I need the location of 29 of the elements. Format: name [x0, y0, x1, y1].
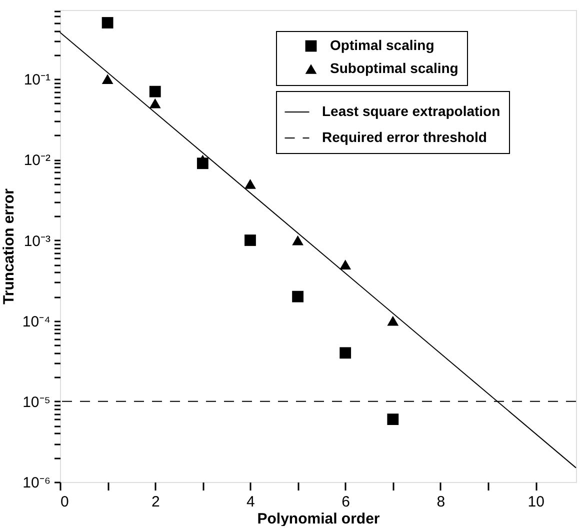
x-tick-label: 8	[436, 494, 446, 510]
point	[387, 316, 399, 326]
y-tick-label: 10⁻⁵	[22, 394, 50, 411]
x-tick-label: 0	[60, 494, 69, 510]
y-tick-label: 10⁻⁶	[22, 474, 50, 492]
y-axis-title: Truncation error	[0, 188, 18, 304]
y-tick-label: 10⁻²	[24, 152, 50, 170]
y-tick-label: 10⁻¹	[24, 72, 50, 89]
point	[340, 260, 352, 270]
legend-label: Suboptimal scaling	[330, 60, 458, 76]
x-tick-label: 2	[151, 494, 160, 510]
point	[292, 290, 304, 302]
point	[387, 414, 399, 425]
point	[149, 98, 161, 108]
y-tick-label: 10⁻⁴	[22, 313, 50, 330]
point	[244, 178, 256, 189]
legend-label: Required error threshold	[322, 129, 487, 145]
x-tick-label: 4	[246, 494, 255, 510]
point	[340, 347, 352, 359]
legend-label: Optimal scaling	[330, 37, 434, 53]
point	[292, 235, 304, 246]
legend-label: Least square extrapolation	[322, 103, 500, 119]
x-tick-label: 6	[342, 494, 350, 510]
point	[244, 234, 256, 246]
point	[149, 86, 161, 98]
point	[102, 17, 114, 28]
x-tick-label: 10	[528, 494, 544, 510]
y-tick-label: 10⁻³	[24, 232, 50, 250]
point	[102, 74, 114, 84]
